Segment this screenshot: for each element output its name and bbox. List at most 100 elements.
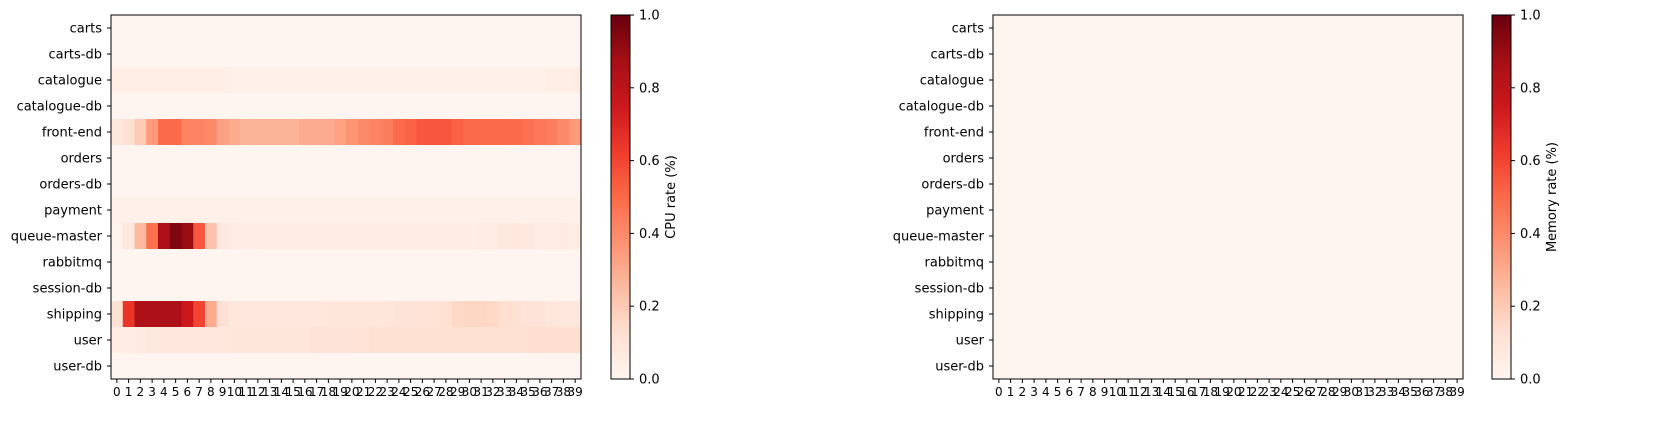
x-tick-label: 3 (1030, 385, 1038, 399)
heatmap-cell (334, 41, 347, 68)
heatmap-cell (322, 301, 335, 328)
heatmap-cell (1169, 223, 1182, 250)
heatmap-cell (334, 93, 347, 120)
x-tick-label: 19 (1214, 385, 1229, 399)
x-tick-label: 23 (1261, 385, 1276, 399)
heatmap-cell (1028, 145, 1041, 172)
heatmap-cell (569, 67, 582, 94)
heatmap-cell (1016, 249, 1029, 276)
heatmap-cell (1380, 353, 1393, 380)
heatmap-cell (1310, 301, 1323, 328)
heatmap-cell (1286, 171, 1299, 198)
heatmap-cell (1322, 353, 1335, 380)
heatmap-cell (1286, 301, 1299, 328)
heatmap-cell (404, 93, 417, 120)
y-tick-label: user (956, 334, 985, 349)
heatmap-cell (158, 15, 171, 42)
heatmap-cell (1357, 223, 1370, 250)
heatmap-cell (1427, 41, 1440, 68)
heatmap-cell (216, 353, 229, 380)
heatmap-cell (111, 119, 124, 146)
x-tick-label: 12 (1132, 385, 1147, 399)
heatmap-cell (1028, 327, 1041, 354)
heatmap-cell (1380, 67, 1393, 94)
heatmap-cell (193, 249, 206, 276)
heatmap-cell (1181, 275, 1194, 302)
heatmap-cell (240, 145, 253, 172)
heatmap-cell (545, 353, 558, 380)
heatmap-cell (451, 197, 464, 224)
heatmap-cell (1169, 353, 1182, 380)
heatmap-cell (1380, 93, 1393, 120)
heatmap-cell (1392, 67, 1405, 94)
x-tick-label: 16 (1179, 385, 1194, 399)
heatmap-cell (1451, 301, 1464, 328)
heatmap-cell (1263, 197, 1276, 224)
heatmap-cell (1157, 197, 1170, 224)
heatmap-cell (404, 119, 417, 146)
heatmap-cell (263, 275, 276, 302)
heatmap-cell (440, 223, 453, 250)
heatmap-cell (569, 93, 582, 120)
heatmap-cell (1063, 145, 1076, 172)
heatmap-cell (1028, 119, 1041, 146)
heatmap-cell (569, 119, 582, 146)
heatmap-cell (346, 93, 359, 120)
heatmap-cell (299, 249, 312, 276)
heatmap-cell (1145, 275, 1158, 302)
heatmap-cell (463, 67, 476, 94)
heatmap-cell (1251, 171, 1264, 198)
heatmap-cell (1040, 249, 1053, 276)
x-tick-label: 4 (1042, 385, 1050, 399)
heatmap-cell (451, 275, 464, 302)
heatmap-cell (1427, 67, 1440, 94)
heatmap-cell (1134, 93, 1147, 120)
heatmap-cell (1369, 171, 1382, 198)
y-tick-label: shipping (929, 308, 984, 323)
heatmap-cell (1357, 301, 1370, 328)
heatmap-cell (322, 145, 335, 172)
heatmap-cell (416, 119, 429, 146)
heatmap-cell (1028, 353, 1041, 380)
heatmap-cell (310, 171, 323, 198)
heatmap-cell (1110, 223, 1123, 250)
heatmap-cell (122, 145, 135, 172)
heatmap-cell (1075, 275, 1088, 302)
heatmap-cell (498, 93, 511, 120)
heatmap-cell (993, 223, 1006, 250)
heatmap-cell (263, 145, 276, 172)
heatmap-cell (1333, 301, 1346, 328)
heatmap-cell (369, 93, 382, 120)
x-tick-label: 21 (1238, 385, 1253, 399)
heatmap-cell (1157, 67, 1170, 94)
heatmap-cell (334, 171, 347, 198)
heatmap-cell (1392, 197, 1405, 224)
heatmap-cell (1404, 353, 1417, 380)
heatmap-cell (1228, 353, 1241, 380)
heatmap-cell (1063, 119, 1076, 146)
heatmap-cell (1263, 15, 1276, 42)
heatmap-cell (228, 15, 241, 42)
y-tick-label: catalogue (38, 74, 102, 89)
heatmap-cell (275, 119, 288, 146)
heatmap-cell (134, 41, 147, 68)
heatmap-cell (1004, 93, 1017, 120)
heatmap-cell (1004, 327, 1017, 354)
heatmap-cell (169, 67, 182, 94)
heatmap-cell (451, 223, 464, 250)
heatmap-cell (193, 353, 206, 380)
x-tick-label: 1 (1007, 385, 1015, 399)
heatmap-cell (1075, 249, 1088, 276)
heatmap-cell (1098, 171, 1111, 198)
heatmap-cell (1122, 249, 1135, 276)
heatmap-cell (1169, 197, 1182, 224)
heatmap-cell (310, 353, 323, 380)
heatmap-cell (1439, 327, 1452, 354)
heatmap-cell (522, 119, 535, 146)
heatmap-cell (1087, 119, 1100, 146)
heatmap-cell (1251, 119, 1264, 146)
heatmap-cell (1204, 327, 1217, 354)
heatmap-cell (498, 41, 511, 68)
heatmap-cell (1286, 67, 1299, 94)
